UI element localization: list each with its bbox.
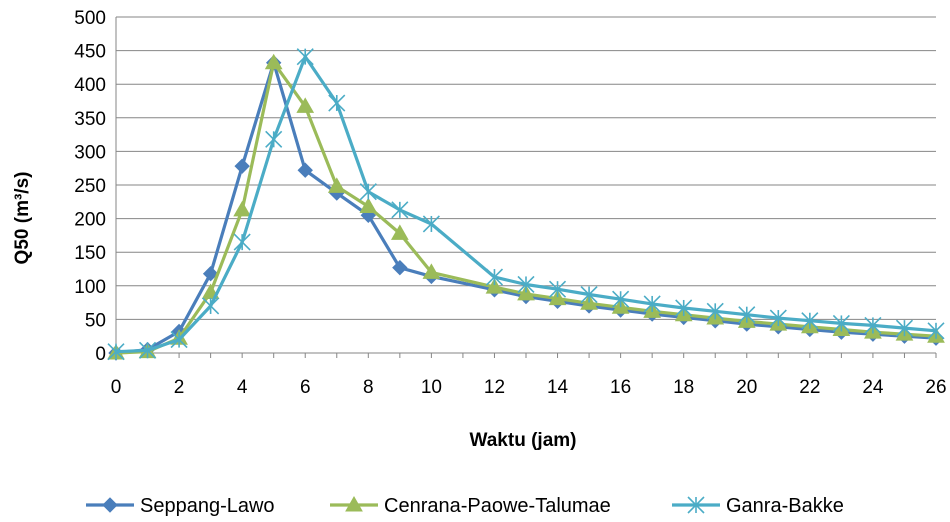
data-point-1-11: [485, 278, 504, 294]
data-point-2-14: [580, 285, 598, 304]
legend-label-1: Cenrana-Paowe-Talumae: [384, 495, 611, 517]
data-point-1-12: [517, 284, 535, 301]
x-tick-label-0: 0: [111, 377, 122, 398]
x-tick-label-10: 20: [736, 377, 757, 398]
data-point-0-9: [392, 259, 408, 276]
legend-marker-0: [102, 497, 118, 513]
x-tick-label-13: 26: [925, 377, 946, 398]
data-point-2-4: [233, 233, 251, 251]
data-point-2-7: [328, 94, 346, 112]
y-tick-label-3: 150: [74, 243, 106, 264]
y-tick-label-9: 450: [74, 42, 106, 63]
data-point-2-20: [769, 309, 787, 327]
x-tick-label-7: 14: [547, 377, 569, 398]
data-point-1-7: [327, 177, 346, 193]
legend: Seppang-Lawo Cenrana-Paowe-Talumae Ganra-B…: [86, 495, 844, 517]
data-point-2-5: [265, 130, 283, 148]
x-tick-label-5: 10: [421, 377, 442, 398]
series-line-2: [115, 54, 937, 354]
series-2: [107, 48, 945, 361]
data-point-0-6: [297, 162, 313, 178]
data-point-1-9: [390, 224, 409, 240]
legend-label-2: Ganra-Bakke: [726, 495, 844, 517]
y-tick-label-1: 50: [85, 310, 106, 331]
x-tick-label-8: 16: [610, 377, 631, 398]
series-1: [107, 53, 945, 360]
y-tick-label-8: 400: [74, 75, 106, 96]
series-group: [107, 48, 945, 361]
data-point-2-16: [643, 295, 661, 313]
data-point-2-13: [548, 280, 567, 298]
y-tick-label-2: 100: [74, 277, 106, 298]
y-tick-label-0: 0: [95, 344, 106, 365]
data-point-2-23: [864, 316, 882, 335]
x-axis-title: Waktu (jam): [470, 430, 577, 451]
legend-label-0: Seppang-Lawo: [140, 495, 275, 517]
data-point-1-4: [233, 200, 252, 217]
data-point-0-3: [202, 265, 219, 282]
data-point-2-25: [927, 322, 945, 340]
x-tick-labels: 0 2 4 6 8 10 12 14 16 18 20 22 24 26: [111, 377, 947, 398]
data-point-2-8: [359, 183, 377, 201]
data-point-1-8: [359, 197, 378, 214]
y-tick-label-5: 250: [74, 176, 106, 197]
y-tick-label-4: 200: [74, 210, 106, 231]
data-point-2-18: [706, 302, 724, 320]
gridlines: [116, 16, 936, 354]
data-point-2-24: [895, 319, 914, 337]
data-point-2-1: [138, 341, 157, 359]
data-point-2-0: [107, 343, 125, 361]
data-point-2-22: [832, 314, 850, 332]
x-tick-label-9: 18: [673, 377, 694, 398]
y-tick-labels: 0 50 100 150 200 250 300 350 400 450 500: [74, 8, 106, 365]
data-point-2-10: [422, 215, 440, 233]
legend-item-1: Cenrana-Paowe-Talumae: [330, 495, 611, 517]
data-point-1-5: [264, 53, 283, 70]
y-tick-label-7: 350: [74, 109, 106, 130]
data-point-1-6: [296, 97, 315, 113]
y-tick-label-10: 500: [74, 8, 106, 29]
data-point-2-15: [612, 290, 630, 308]
y-tick-label-6: 300: [74, 142, 106, 163]
legend-item-0: Seppang-Lawo: [86, 495, 275, 517]
data-point-0-4: [234, 158, 250, 174]
data-point-2-11: [485, 268, 504, 286]
x-tick-label-1: 2: [174, 377, 185, 398]
x-tick-label-6: 12: [484, 377, 505, 398]
y-axis-title: Q50 (m³/s): [12, 172, 33, 265]
x-tick-label-4: 8: [363, 377, 374, 398]
data-point-1-13: [548, 289, 567, 306]
data-point-2-21: [801, 312, 819, 330]
legend-item-2: Ganra-Bakke: [672, 495, 844, 517]
data-point-2-19: [738, 306, 756, 324]
data-point-2-12: [517, 275, 535, 294]
series-0: [108, 54, 944, 361]
axes: [115, 17, 937, 358]
data-point-2-17: [675, 299, 693, 317]
data-point-2-6: [296, 48, 314, 66]
x-tick-label-11: 22: [799, 377, 820, 398]
x-tick-label-3: 6: [300, 377, 311, 398]
data-point-2-3: [202, 297, 220, 315]
legend-marker-1: [345, 495, 363, 512]
data-point-2-2: [170, 330, 188, 349]
data-point-2-9: [391, 201, 409, 219]
legend-marker-2: [687, 496, 705, 514]
x-tick-label-2: 4: [237, 377, 248, 398]
data-point-1-10: [422, 263, 441, 279]
x-tick-label-12: 24: [862, 377, 884, 398]
